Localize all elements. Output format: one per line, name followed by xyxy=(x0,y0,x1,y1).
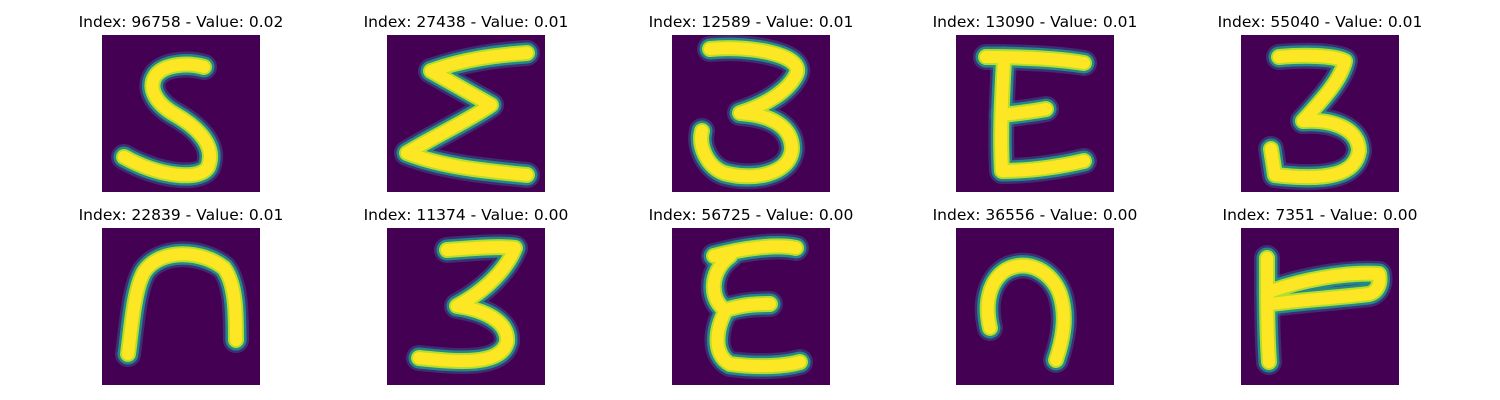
panel-title: Index: 55040 - Value: 0.01 xyxy=(1217,13,1423,31)
panel-3: Index: 13090 - Value: 0.01 xyxy=(915,12,1155,192)
panel-title: Index: 13090 - Value: 0.01 xyxy=(932,13,1138,31)
glyph-image xyxy=(387,35,545,192)
panel-title: Index: 36556 - Value: 0.00 xyxy=(932,206,1138,224)
glyph-stroke xyxy=(118,58,216,182)
panel-title: Index: 96758 - Value: 0.02 xyxy=(78,13,284,31)
panel-title: Index: 56725 - Value: 0.00 xyxy=(648,206,854,224)
glyph-stroke xyxy=(981,259,1070,366)
panel-title: Index: 12589 - Value: 0.01 xyxy=(648,13,854,31)
panel-7: Index: 56725 - Value: 0.00 xyxy=(631,205,871,385)
glyph-stroke xyxy=(401,47,533,181)
glyph-stroke xyxy=(980,51,1090,69)
panel-9: Index: 7351 - Value: 0.00 xyxy=(1200,205,1440,385)
glyph-stroke xyxy=(1263,267,1386,310)
panel-8: Index: 36556 - Value: 0.00 xyxy=(915,205,1155,385)
glyph-stroke xyxy=(707,250,806,373)
glyph-stroke xyxy=(995,53,1090,177)
panel-1: Index: 27438 - Value: 0.01 xyxy=(346,12,586,192)
glyph-stroke xyxy=(708,240,802,262)
glyph-stroke xyxy=(122,248,242,360)
panel-title: Index: 27438 - Value: 0.01 xyxy=(363,13,569,31)
panel-title: Index: 22839 - Value: 0.01 xyxy=(78,206,284,224)
glyph-image xyxy=(956,35,1114,192)
glyph-image xyxy=(956,228,1114,385)
glyph-image xyxy=(1241,228,1399,385)
panel-0: Index: 96758 - Value: 0.02 xyxy=(61,12,301,192)
glyph-stroke xyxy=(720,298,776,316)
panel-5: Index: 22839 - Value: 0.01 xyxy=(61,205,301,385)
glyph-image xyxy=(1241,35,1399,192)
glyph-image xyxy=(102,35,260,192)
glyph-stroke xyxy=(1265,49,1365,184)
glyph-image xyxy=(672,35,830,192)
glyph-stroke xyxy=(1261,252,1275,368)
glyph-stroke xyxy=(996,103,1052,121)
glyph-stroke xyxy=(695,42,804,183)
glyph-image xyxy=(102,228,260,385)
glyph-image xyxy=(387,228,545,385)
panel-2: Index: 12589 - Value: 0.01 xyxy=(631,12,871,192)
glyph-stroke xyxy=(413,241,521,368)
panel-title: Index: 11374 - Value: 0.00 xyxy=(363,206,569,224)
panel-6: Index: 11374 - Value: 0.00 xyxy=(346,205,586,385)
glyph-image xyxy=(672,228,830,385)
panel-4: Index: 55040 - Value: 0.01 xyxy=(1200,12,1440,192)
panel-title: Index: 7351 - Value: 0.00 xyxy=(1222,206,1418,224)
